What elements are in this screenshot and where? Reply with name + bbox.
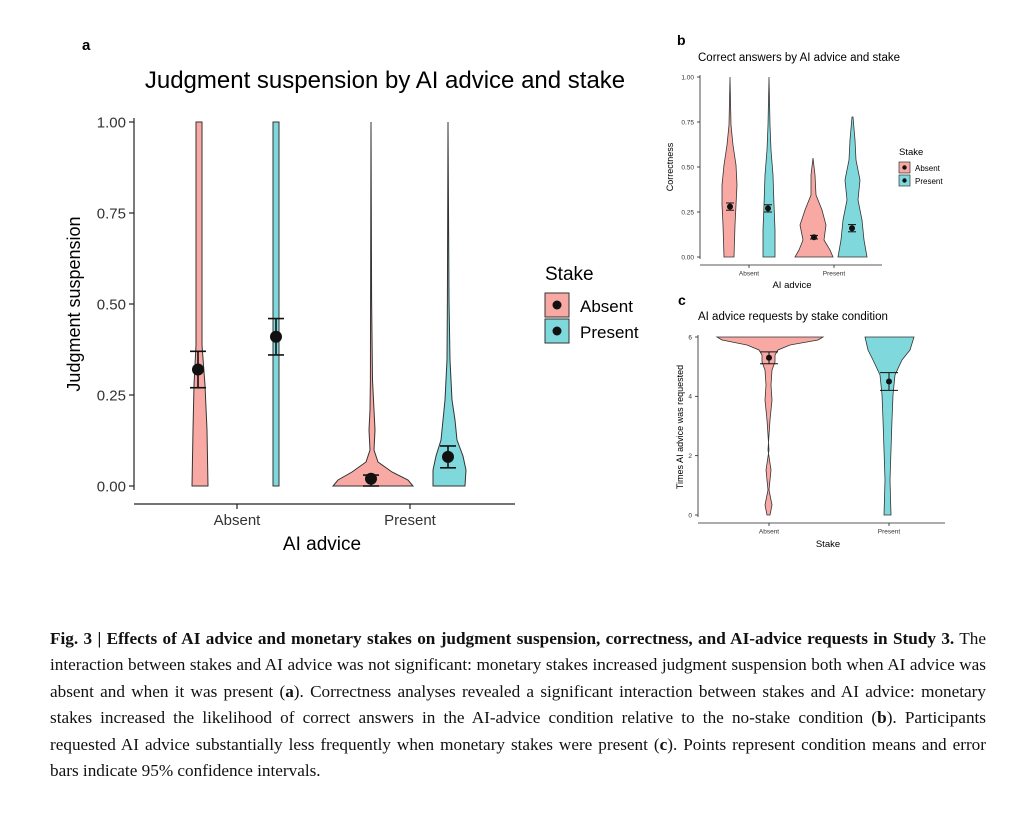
panel-b-legend-dot-absent	[902, 165, 907, 170]
figure-caption: Fig. 3 | Effects of AI advice and moneta…	[50, 626, 986, 784]
panel-b-violin-absent-absent	[721, 76, 738, 258]
panel-b-x-axis: Absent Present	[700, 264, 882, 278]
caption-text-3: ). Participants requested AI advice subs…	[50, 708, 986, 754]
panel-b-letter: b	[677, 32, 686, 48]
panel-b-y-axis: 0.00 0.25 0.50 0.75 1.00	[681, 74, 701, 261]
panel-a-violin-present-absent	[331, 121, 415, 487]
panel-a-legend-swatch-absent	[544, 292, 570, 318]
panel-a-title: Judgment suspension by AI advice and sta…	[145, 67, 625, 94]
pb-y-tick-label: 0.50	[681, 164, 694, 171]
panel-a-legend-label-present: Present	[580, 323, 639, 342]
panel-a-violin-present-present	[432, 121, 467, 487]
panel-b-title: Correct answers by AI advice and stake	[698, 52, 900, 64]
caption-text-4: ). Points represent condition means and …	[50, 734, 986, 781]
panel-b-legend-dot-present	[902, 178, 907, 183]
pc-y-tick-label: 0	[688, 512, 692, 519]
panel-c-title: AI advice requests by stake condition	[698, 311, 888, 323]
pb-mean-point-absent-present	[811, 234, 817, 241]
pc-mean-point-absent	[766, 354, 772, 361]
panel-c-violin-present	[864, 336, 915, 516]
pb-mean-point-absent-absent	[727, 203, 733, 210]
pa-mean-point-absent-present	[365, 472, 377, 485]
caption-title: Fig. 3 | Effects of AI advice and moneta…	[50, 629, 955, 648]
pc-x-tick-label-present: Present	[878, 529, 901, 536]
panel-a-xlabel: AI advice	[283, 534, 361, 555]
pa-x-tick-label-present: Present	[384, 512, 437, 529]
panel-b-legend-title: Stake	[899, 147, 923, 158]
panel-c: c AI advice requests by stake condition …	[675, 292, 945, 550]
panel-c-xlabel: Stake	[816, 539, 840, 550]
panel-a-legend-dot-present	[552, 326, 562, 336]
panel-b-ylabel: Correctness	[665, 142, 675, 191]
pc-y-tick-label: 4	[688, 394, 692, 401]
panel-a: a Judgment suspension by AI advice and s…	[64, 37, 639, 555]
panel-a-legend-dot-absent	[552, 300, 562, 310]
panel-a-y-axis: 0.00 0.25 0.50 0.75 1.00	[97, 114, 135, 495]
pc-y-tick-label: 2	[688, 453, 692, 460]
pb-y-tick-label: 0.25	[681, 209, 694, 216]
pb-x-tick-label-absent: Absent	[739, 271, 759, 278]
pb-mean-point-present-present	[849, 225, 855, 232]
pb-x-tick-label-present: Present	[823, 271, 846, 278]
caption-ref-a: a	[285, 681, 294, 701]
pa-y-tick-label: 0.75	[97, 205, 126, 222]
pa-mean-point-present-present	[442, 450, 454, 463]
panel-c-violin-absent	[715, 336, 825, 516]
panel-c-ylabel: Times AI advice was requested	[675, 365, 685, 489]
panel-b-violin-present-present	[837, 116, 868, 258]
panel-c-x-axis: Absent Present	[698, 522, 945, 536]
panel-a-legend-title: Stake	[545, 264, 594, 285]
pa-y-tick-label: 0.25	[97, 387, 126, 404]
panel-c-letter: c	[678, 292, 686, 308]
panel-b-violin-absent-present	[762, 76, 776, 258]
panel-a-legend-label-absent: Absent	[580, 297, 633, 316]
pa-mean-point-absent-absent	[192, 363, 204, 376]
caption-ref-c: c	[659, 734, 668, 754]
panel-b: b Correct answers by AI advice and stake…	[665, 32, 943, 291]
panel-c-points	[760, 351, 898, 391]
panel-a-points	[190, 317, 456, 487]
pc-mean-point-present	[886, 378, 892, 385]
panel-c-y-axis: 0 2 4 6	[688, 334, 699, 519]
caption-text-2: ). Correctness analyses revealed a signi…	[50, 681, 987, 728]
pb-mean-point-present-absent	[765, 205, 771, 212]
panel-a-ylabel: Judgment suspension	[64, 216, 84, 391]
panel-b-violin-present-absent	[794, 157, 834, 258]
figure-svg: a Judgment suspension by AI advice and s…	[64, 32, 945, 555]
panel-a-violin-absent-absent	[191, 121, 209, 487]
pb-y-tick-label: 0.00	[681, 254, 694, 261]
pa-y-tick-label: 0.50	[97, 296, 126, 313]
panel-b-legend-label-present: Present	[915, 177, 943, 186]
pb-y-tick-label: 0.75	[681, 119, 694, 126]
panel-a-violin-absent-present	[272, 121, 280, 487]
panel-a-letter: a	[82, 37, 91, 54]
panel-b-legend-label-absent: Absent	[915, 164, 941, 173]
pc-y-tick-label: 6	[688, 334, 692, 341]
pa-y-tick-label: 1.00	[97, 114, 126, 131]
pb-y-tick-label: 1.00	[681, 74, 694, 81]
panel-a-x-axis: Absent Present	[134, 503, 515, 529]
pa-x-tick-label-absent: Absent	[214, 512, 262, 529]
caption-text-1: The interaction between stakes and AI ad…	[50, 629, 987, 701]
panel-b-points	[726, 202, 856, 241]
caption-ref-b: b	[877, 708, 887, 728]
pa-y-tick-label: 0.00	[97, 478, 126, 495]
panel-b-xlabel: AI advice	[772, 280, 811, 291]
pc-x-tick-label-absent: Absent	[759, 529, 779, 536]
pa-mean-point-present-absent	[270, 330, 282, 343]
